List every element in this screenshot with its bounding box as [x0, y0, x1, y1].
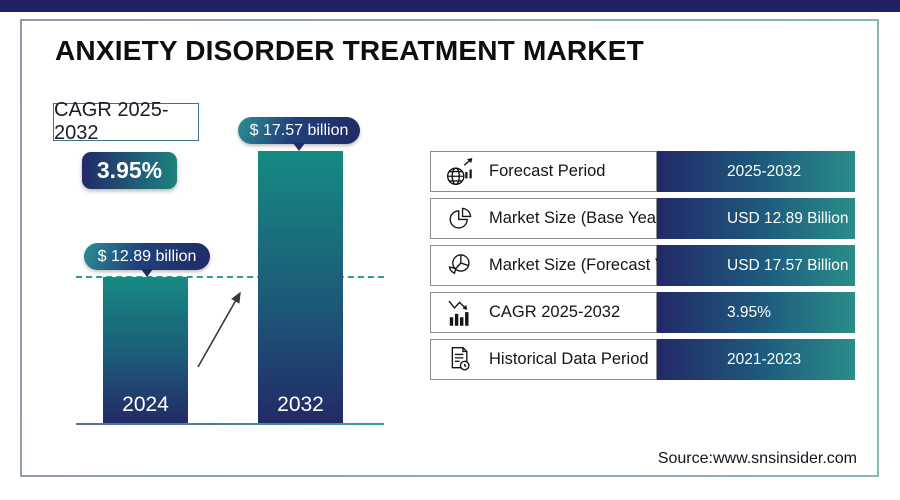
bar-2024: 2024 [103, 277, 188, 423]
table-row-value: USD 17.57 Billion [657, 245, 855, 286]
table-row: Market Size (Forecast Year) USD 17.57 Bi… [430, 245, 855, 286]
table-row-label: CAGR 2025-2032 [489, 303, 621, 321]
table-row-label: Market Size (Base Year) [489, 209, 667, 227]
bar-2024-label: 2024 [122, 393, 169, 416]
document-clock-icon [442, 342, 478, 378]
chart-baseline [76, 423, 384, 425]
table-row-label: Forecast Period [489, 162, 606, 180]
cagr-label-box: CAGR 2025-2032 [53, 99, 199, 144]
bar-chart-trend-icon [442, 295, 478, 331]
table-row-label: Market Size (Forecast Year) [489, 256, 694, 274]
bar-2032-label: 2032 [277, 393, 324, 416]
table-row: Historical Data Period 2021-2023 [430, 339, 855, 380]
pie-chart-exploded-icon [442, 248, 478, 284]
table-row-label: Historical Data Period [489, 350, 649, 368]
reference-dashed-line [76, 276, 384, 278]
pie-chart-icon [442, 201, 478, 237]
table-row: Forecast Period 2025-2032 [430, 151, 855, 192]
page-title: ANXIETY DISORDER TREATMENT MARKET [55, 35, 644, 66]
content-box: ANXIETY DISORDER TREATMENT MARKET CAGR 2… [20, 19, 879, 477]
source-text: Source:www.snsinsider.com [657, 450, 857, 467]
table-row-value: 3.95% [657, 292, 855, 333]
top-accent-bar [0, 0, 900, 12]
summary-table: Forecast Period 2025-2032 Market Size [430, 151, 855, 380]
table-row-value: 2025-2032 [657, 151, 855, 192]
value-pill-2024: $ 12.89 billion [84, 243, 210, 277]
value-pill-2032: $ 17.57 billion [238, 117, 360, 151]
table-row-value: USD 12.89 Billion [657, 198, 855, 239]
growth-arrow-icon [197, 291, 241, 368]
globe-growth-icon [442, 154, 478, 190]
table-row: Market Size (Base Year) USD 12.89 Billio… [430, 198, 855, 239]
cagr-value-badge: 3.95% [82, 152, 177, 189]
bar-2032: 2032 [258, 151, 343, 423]
table-row: CAGR 2025-2032 3.95% [430, 292, 855, 333]
table-row-value: 2021-2023 [657, 339, 855, 380]
